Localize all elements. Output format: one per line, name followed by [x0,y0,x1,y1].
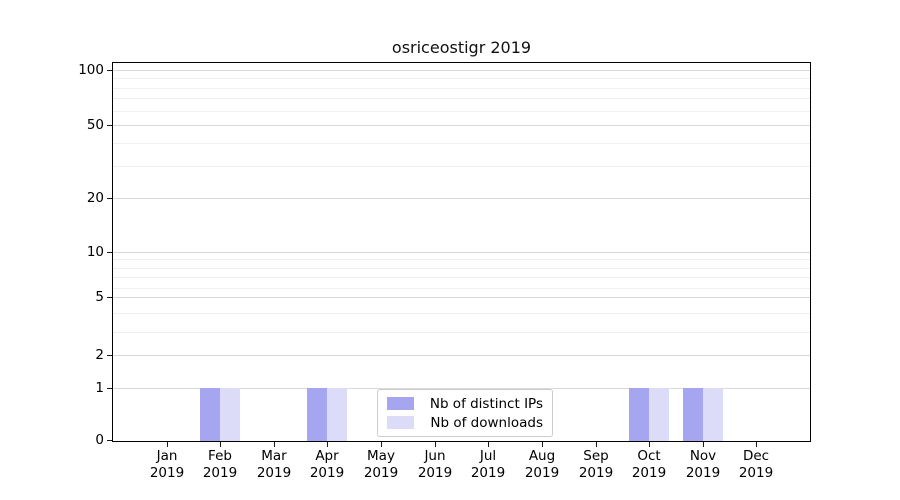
legend-swatch-downloads [387,416,414,429]
x-tick-mark [381,442,382,447]
major-gridline [113,297,810,298]
minor-gridline [113,313,810,314]
major-gridline [113,252,810,253]
major-gridline [113,70,810,71]
y-tick-label: 1 [95,380,104,396]
y-tick-label: 0 [95,432,104,448]
x-tick-label: Jul 2019 [470,448,506,481]
x-tick-mark [596,442,597,447]
y-tick-mark [107,388,112,389]
legend-swatch-distinct-ips [387,397,414,410]
x-tick-mark [488,442,489,447]
y-tick-mark [107,355,112,356]
x-tick-label: Sep 2019 [578,448,614,481]
x-tick-label: Apr 2019 [309,448,345,481]
minor-gridline [113,332,810,333]
x-tick-label: May 2019 [363,448,399,481]
minor-gridline [113,98,810,99]
y-tick-mark [107,70,112,71]
x-tick-mark [703,442,704,447]
minor-gridline [113,277,810,278]
x-tick-mark [274,442,275,447]
x-tick-mark [435,442,436,447]
minor-gridline [113,166,810,167]
plot-area: Nb of distinct IPs Nb of downloads [112,62,811,442]
x-tick-label: Aug 2019 [524,448,560,481]
major-gridline [113,198,810,199]
x-tick-mark [542,442,543,447]
bar-distinct-ips [682,388,703,441]
x-tick-mark [327,442,328,447]
minor-gridline [113,288,810,289]
bar-distinct-ips [200,388,221,441]
major-gridline [113,125,810,126]
minor-gridline [113,78,810,79]
x-tick-mark [220,442,221,447]
legend: Nb of distinct IPs Nb of downloads [377,389,553,437]
x-tick-mark [756,442,757,447]
y-tick-mark [107,440,112,441]
y-tick-mark [107,297,112,298]
x-tick-label: Dec 2019 [738,448,774,481]
bar-downloads [327,388,348,441]
x-tick-label: Mar 2019 [256,448,292,481]
minor-gridline [113,111,810,112]
legend-label-distinct-ips: Nb of distinct IPs [429,395,543,412]
minor-gridline [113,143,810,144]
x-tick-mark [167,442,168,447]
y-tick-label: 5 [95,289,104,305]
bar-downloads [220,388,241,441]
y-tick-label: 100 [78,62,104,78]
y-tick-mark [107,252,112,253]
legend-label-downloads: Nb of downloads [430,414,543,431]
y-tick-label: 50 [86,117,104,133]
minor-gridline [113,259,810,260]
bar-distinct-ips [307,388,328,441]
bar-distinct-ips [629,388,650,441]
x-tick-label: Nov 2019 [685,448,721,481]
legend-item-distinct-ips: Nb of distinct IPs [387,394,543,413]
minor-gridline [113,88,810,89]
bar-downloads [649,388,670,441]
chart-title: osriceostigr 2019 [391,38,532,57]
x-tick-label: Feb 2019 [202,448,238,481]
x-tick-label: Jan 2019 [149,448,185,481]
minor-gridline [113,268,810,269]
major-gridline [113,388,810,389]
y-tick-label: 20 [86,190,104,206]
legend-item-downloads: Nb of downloads [387,413,543,432]
bar-downloads [702,388,723,441]
x-tick-label: Oct 2019 [631,448,667,481]
y-tick-label: 10 [86,244,104,260]
x-tick-mark [649,442,650,447]
major-gridline [113,355,810,356]
y-tick-mark [107,125,112,126]
y-tick-label: 2 [95,347,104,363]
y-tick-mark [107,198,112,199]
x-tick-label: Jun 2019 [417,448,453,481]
